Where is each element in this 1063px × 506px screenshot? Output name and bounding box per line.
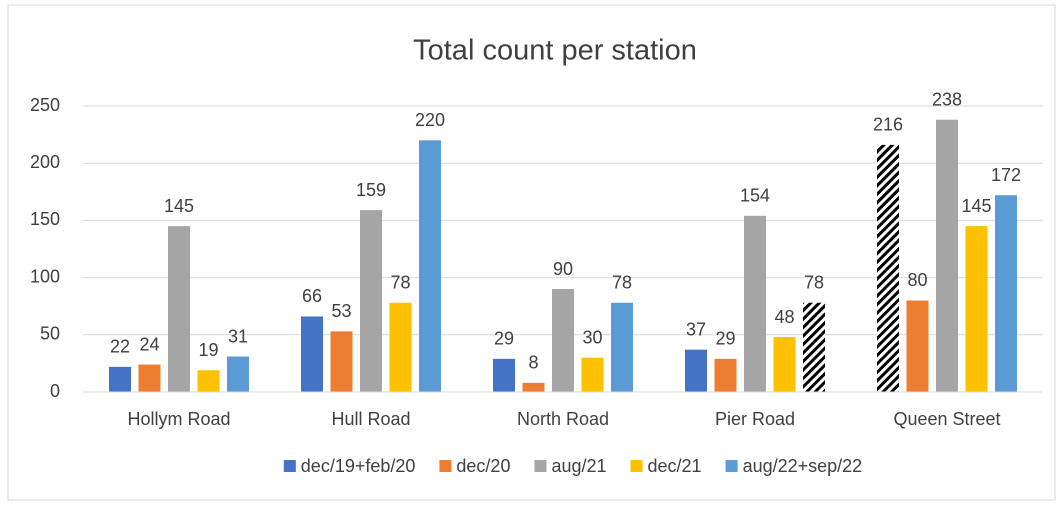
data-label: 90 (553, 259, 573, 279)
bar (965, 226, 988, 392)
legend-label: aug/22+sep/22 (743, 456, 863, 476)
bar (227, 356, 249, 392)
bar (522, 382, 545, 392)
data-label: 30 (582, 327, 602, 347)
bar (301, 316, 323, 392)
data-label: 66 (302, 286, 322, 306)
data-label: 78 (804, 273, 824, 293)
x-tick-label: Pier Road (715, 409, 795, 429)
bar (552, 289, 574, 392)
bar (389, 302, 412, 392)
data-label: 31 (228, 326, 248, 346)
x-tick-label: North Road (517, 409, 609, 429)
y-tick-label: 0 (50, 381, 60, 401)
data-label: 172 (991, 165, 1021, 185)
data-label: 29 (494, 329, 514, 349)
y-tick-label: 250 (30, 95, 60, 115)
data-label: 22 (110, 337, 130, 357)
bar (803, 302, 825, 392)
bar (197, 370, 220, 392)
data-label: 48 (774, 307, 794, 327)
chart-title: Total count per station (413, 35, 697, 67)
bar (138, 364, 161, 392)
bar (611, 302, 633, 392)
bar (168, 226, 190, 392)
bar (744, 215, 766, 392)
data-label: 80 (907, 270, 927, 290)
data-label: 78 (612, 273, 632, 293)
bar (906, 300, 929, 392)
legend-swatch (630, 460, 643, 472)
bar (685, 349, 707, 392)
data-label: 220 (415, 110, 445, 130)
data-label: 216 (873, 115, 903, 135)
legend-swatch (725, 460, 738, 472)
bar (995, 195, 1017, 392)
bar (493, 358, 515, 392)
x-tick-label: Queen Street (893, 409, 1000, 429)
bar (877, 144, 899, 392)
data-label: 37 (686, 319, 706, 339)
data-label: 145 (961, 196, 991, 216)
bar (360, 210, 382, 392)
data-label: 19 (198, 340, 218, 360)
legend-label: dec/21 (648, 456, 702, 476)
y-tick-label: 200 (30, 152, 60, 172)
bar (581, 357, 604, 392)
data-label: 154 (740, 186, 770, 206)
data-label: 29 (715, 329, 735, 349)
bar (330, 331, 353, 392)
bar (773, 337, 796, 392)
y-tick-label: 150 (30, 209, 60, 229)
legend-swatch (534, 460, 547, 472)
data-label: 159 (356, 180, 386, 200)
bar (936, 119, 958, 392)
data-label: 78 (390, 273, 410, 293)
data-label: 53 (331, 301, 351, 321)
legend-swatch (283, 460, 296, 472)
x-tick-label: Hull Road (331, 409, 410, 429)
data-label: 8 (528, 353, 538, 373)
legend-label: dec/20 (456, 456, 510, 476)
legend-swatch (439, 460, 452, 472)
x-tick-label: Hollym Road (127, 409, 230, 429)
y-tick-label: 100 (30, 266, 60, 286)
data-label: 238 (932, 89, 962, 109)
legend-label: dec/19+feb/20 (301, 456, 416, 476)
bar (109, 366, 131, 392)
bar (714, 358, 737, 392)
y-tick-label: 50 (40, 324, 60, 344)
legend-label: aug/21 (551, 456, 606, 476)
data-label: 145 (164, 196, 194, 216)
data-label: 24 (139, 334, 159, 354)
bar (419, 140, 441, 392)
